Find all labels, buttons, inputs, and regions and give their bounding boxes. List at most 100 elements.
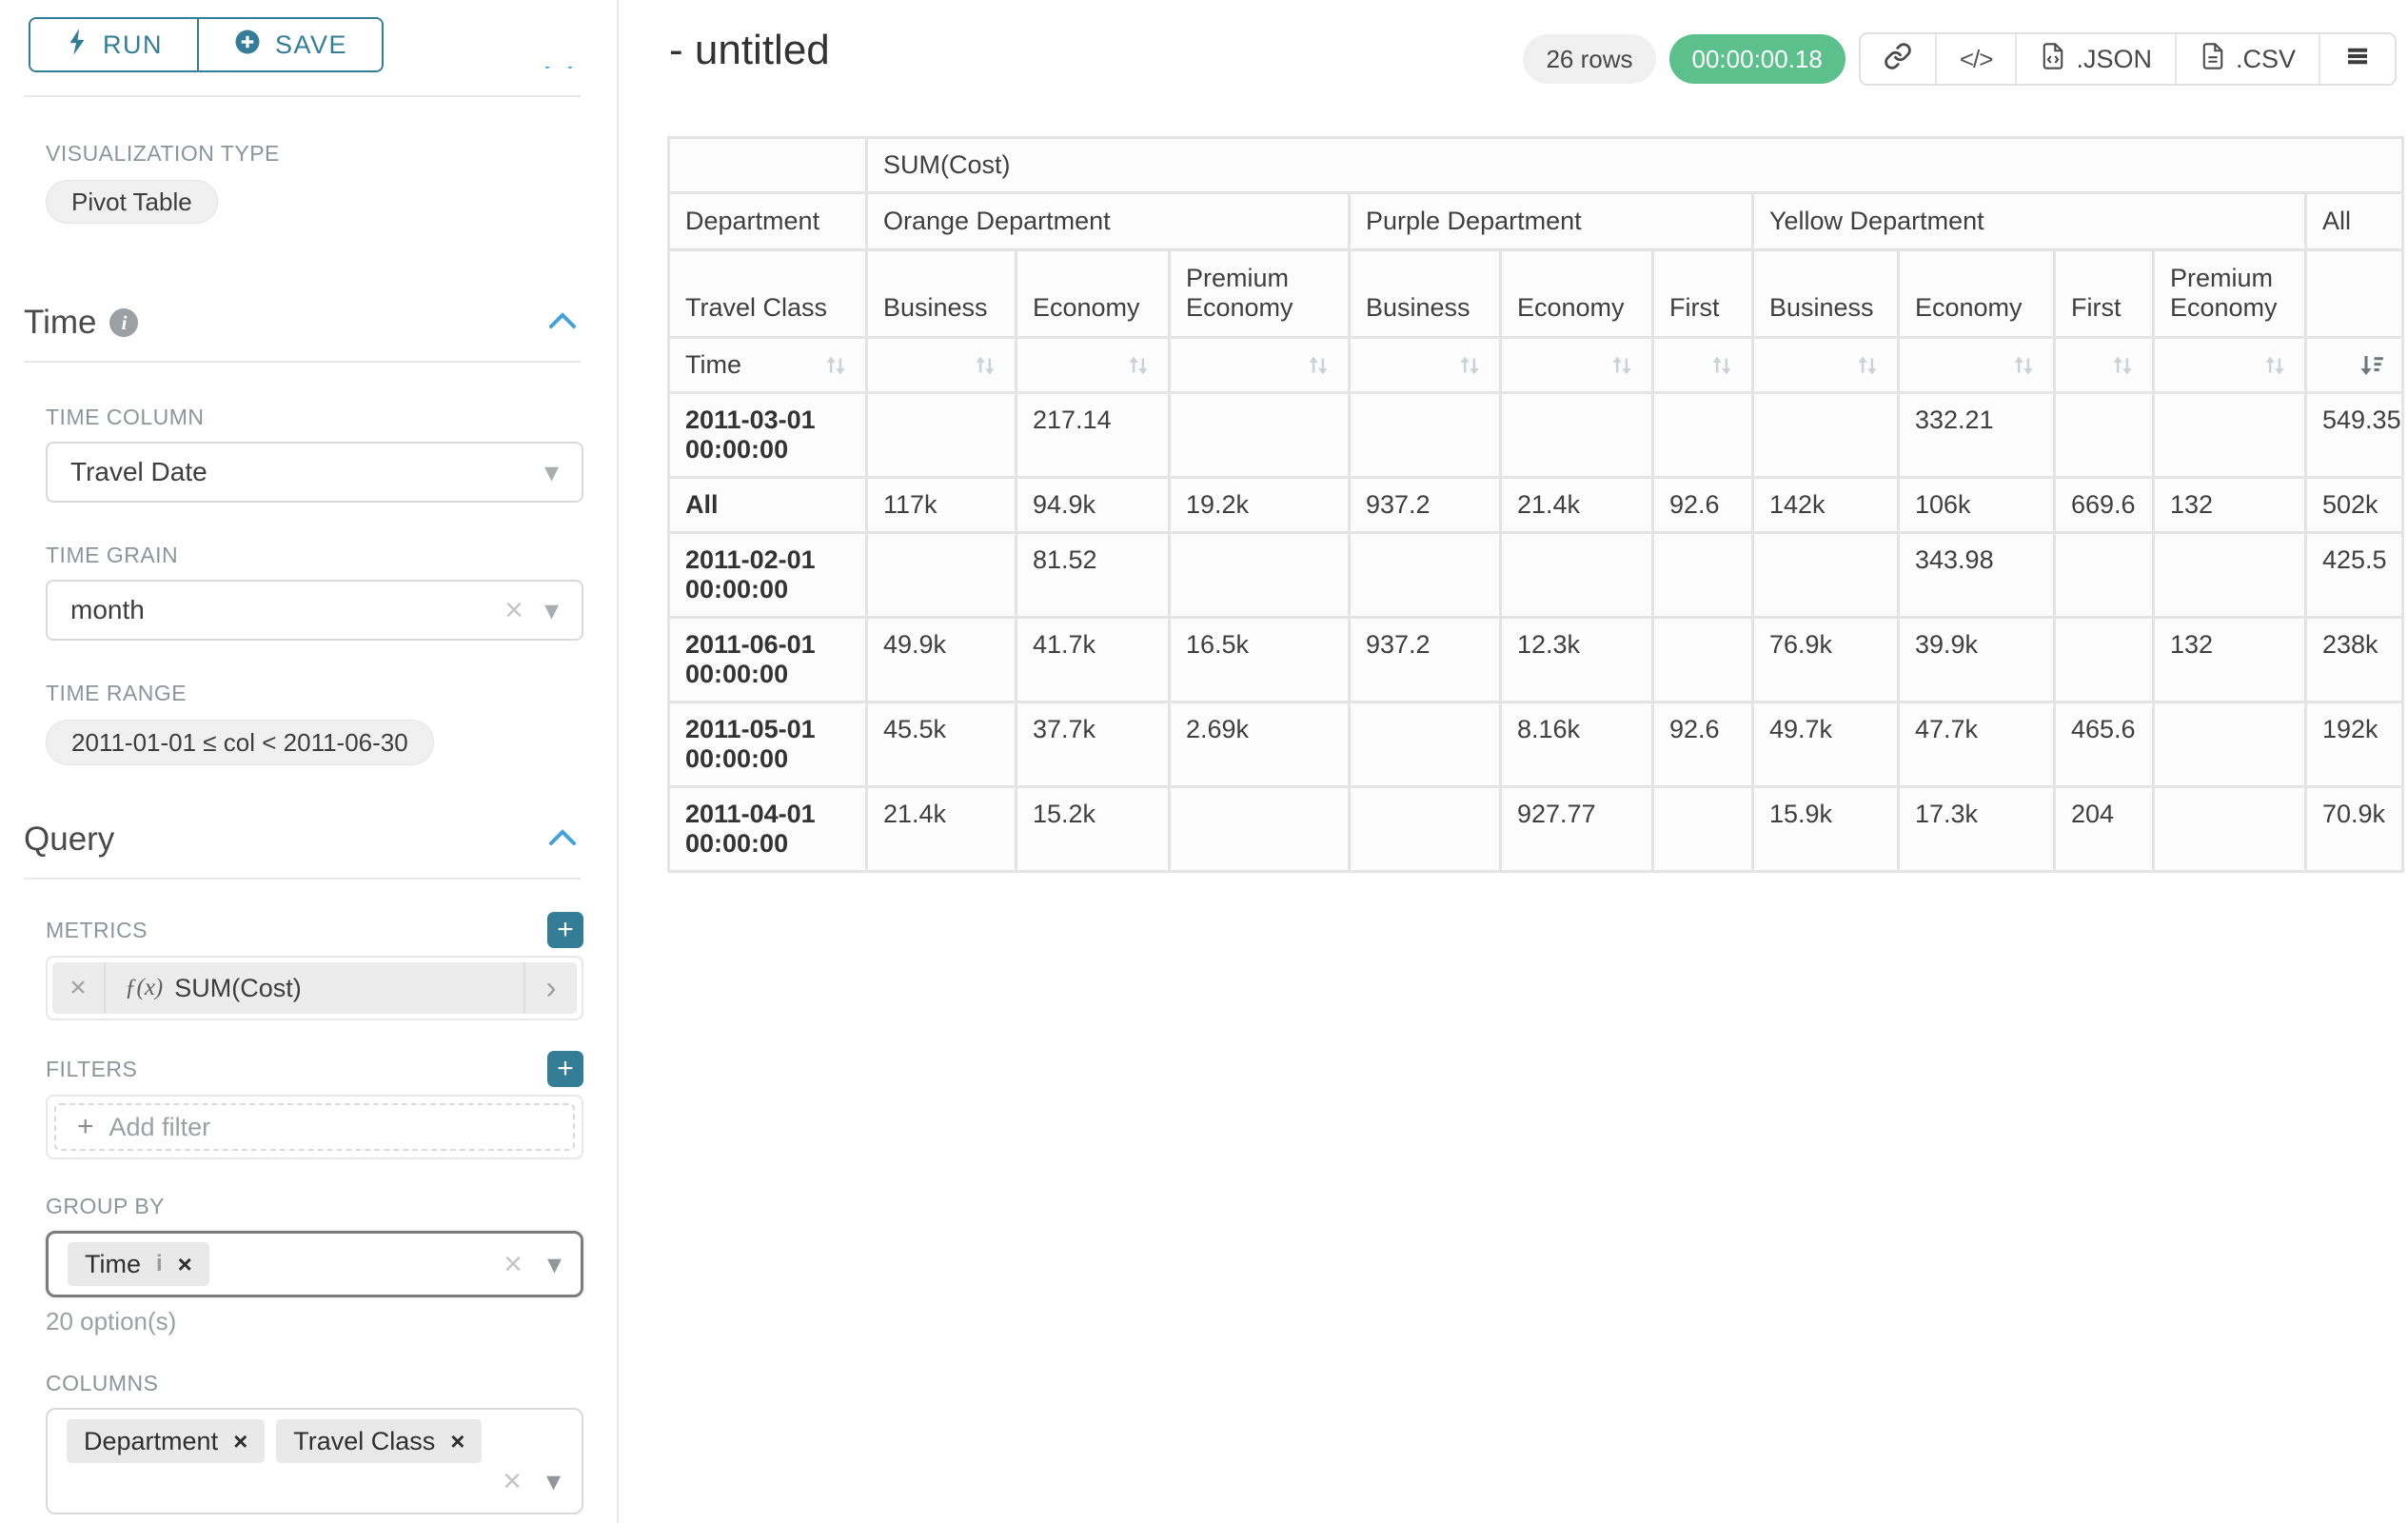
- value-cell-5-10: 70.9k: [2303, 785, 2405, 873]
- column-sort-cell-2[interactable]: [1168, 336, 1351, 394]
- chart-title: - untitled: [669, 27, 830, 73]
- sort-icon[interactable]: [1608, 351, 1636, 380]
- run-button-label: RUN: [103, 30, 163, 59]
- hamburger-menu-icon: [2343, 42, 2372, 77]
- group-by-options-count: 20 option(s): [46, 1307, 177, 1335]
- plus-circle-icon: [233, 28, 262, 63]
- columns-tag-travel-class[interactable]: Travel Class ×: [276, 1419, 483, 1463]
- sort-icon[interactable]: [1455, 351, 1484, 380]
- group-by-select[interactable]: Time i × × ▾: [46, 1231, 583, 1297]
- time-column-value: Travel Date: [70, 457, 207, 486]
- add-metric-button[interactable]: +: [547, 912, 583, 948]
- column-sort-cell-7[interactable]: [1897, 336, 2056, 394]
- column-sort-cell-6[interactable]: [1751, 336, 1900, 394]
- column-sort-cell-4[interactable]: [1499, 336, 1654, 394]
- menu-button[interactable]: [2319, 34, 2395, 84]
- export-csv-label: .CSV: [2235, 44, 2296, 73]
- value-cell-4-8: 465.6: [2053, 701, 2155, 788]
- clear-icon[interactable]: ×: [503, 1463, 522, 1499]
- sort-icon[interactable]: [1853, 351, 1882, 380]
- columns-label: COLUMNS: [46, 1371, 159, 1395]
- section-divider: [24, 361, 581, 363]
- remove-tag-icon[interactable]: ×: [233, 1426, 248, 1455]
- remove-tag-icon[interactable]: ×: [450, 1426, 465, 1455]
- value-cell-1-9: 132: [2152, 476, 2307, 534]
- value-cell-0-4: [1499, 391, 1654, 479]
- plus-icon: +: [77, 1111, 94, 1142]
- column-sort-cell-10[interactable]: [2303, 336, 2405, 394]
- sort-icon[interactable]: [821, 351, 850, 380]
- columns-tag-department[interactable]: Department ×: [67, 1419, 266, 1463]
- column-sort-cell-9[interactable]: [2152, 336, 2307, 394]
- query-section-collapse-chevron-icon[interactable]: [546, 826, 579, 854]
- row-label-0: 2011-03-01 00:00:00: [667, 391, 868, 479]
- value-cell-5-5: [1651, 785, 1754, 873]
- expand-metric-icon[interactable]: ›: [523, 962, 577, 1014]
- time-column-select[interactable]: Travel Date ▾: [46, 442, 583, 503]
- sort-icon[interactable]: [2108, 351, 2137, 380]
- chevron-down-icon[interactable]: ▾: [546, 1248, 562, 1280]
- sort-icon[interactable]: [1707, 351, 1736, 380]
- value-cell-0-7: 332.21: [1897, 391, 2056, 479]
- value-cell-2-8: [2053, 531, 2155, 619]
- info-icon: i: [156, 1251, 163, 1276]
- value-cell-5-6: 15.9k: [1751, 785, 1900, 873]
- time-section-collapse-chevron-icon[interactable]: [546, 309, 579, 337]
- value-cell-3-10: 238k: [2303, 616, 2405, 703]
- column-sort-cell-8[interactable]: [2053, 336, 2155, 394]
- sort-desc-icon[interactable]: [2358, 351, 2386, 380]
- remove-tag-icon[interactable]: ×: [177, 1249, 192, 1278]
- visualization-type-pill[interactable]: Pivot Table: [46, 180, 218, 224]
- columns-select[interactable]: Department × Travel Class × × ▾: [46, 1408, 583, 1514]
- bolt-icon: [65, 28, 89, 63]
- save-button-label: SAVE: [275, 30, 348, 59]
- value-cell-2-1: 81.52: [1015, 531, 1171, 619]
- add-filter-button[interactable]: +: [547, 1051, 583, 1087]
- column-sort-cell-0[interactable]: [865, 336, 1017, 394]
- share-link-button[interactable]: [1860, 34, 1935, 84]
- value-cell-4-5: 92.6: [1651, 701, 1754, 788]
- clear-icon[interactable]: ×: [504, 591, 523, 628]
- tag-label: Travel Class: [293, 1426, 436, 1455]
- add-filter-dropzone[interactable]: + Add filter: [54, 1103, 575, 1151]
- sort-icon[interactable]: [1124, 351, 1153, 380]
- sort-icon[interactable]: [2009, 351, 2038, 380]
- value-cell-5-2: [1168, 785, 1351, 873]
- export-json-button[interactable]: .JSON: [2015, 34, 2175, 84]
- row-dimension-sort-cell[interactable]: Time: [667, 336, 868, 394]
- sort-icon[interactable]: [971, 351, 999, 380]
- col-dimension-label: Travel Class: [667, 248, 868, 339]
- column-sort-cell-3[interactable]: [1348, 336, 1502, 394]
- save-button[interactable]: SAVE: [197, 19, 383, 70]
- value-cell-3-4: 12.3k: [1499, 616, 1654, 703]
- travel-class-header-2-2: First: [2053, 248, 2155, 339]
- column-sort-cell-1[interactable]: [1015, 336, 1171, 394]
- export-csv-button[interactable]: .CSV: [2174, 34, 2319, 84]
- run-button[interactable]: RUN: [30, 19, 197, 70]
- chevron-down-icon[interactable]: ▾: [545, 1466, 561, 1497]
- metric-pill[interactable]: × ƒ(x) SUM(Cost) ›: [52, 962, 577, 1014]
- value-cell-5-9: [2152, 785, 2307, 873]
- travel-class-header-2-0: Business: [1751, 248, 1900, 339]
- value-cell-1-5: 92.6: [1651, 476, 1754, 534]
- value-cell-3-9: 132: [2152, 616, 2307, 703]
- travel-class-header-0-2: Premium Economy: [1168, 248, 1351, 339]
- sort-icon[interactable]: [2260, 351, 2289, 380]
- time-range-label: TIME RANGE: [46, 681, 188, 705]
- remove-metric-icon[interactable]: ×: [52, 962, 106, 1014]
- export-button-group: </> .JSON: [1858, 32, 2397, 86]
- time-range-pill[interactable]: 2011-01-01 ≤ col < 2011-06-30: [46, 720, 434, 765]
- group-by-tag-time[interactable]: Time i ×: [68, 1242, 209, 1286]
- value-cell-5-7: 17.3k: [1897, 785, 2056, 873]
- time-section-title: Time: [24, 304, 97, 341]
- time-grain-select[interactable]: month × ▾: [46, 580, 583, 641]
- view-query-button[interactable]: </>: [1934, 34, 2016, 84]
- sort-icon[interactable]: [1304, 351, 1332, 380]
- value-cell-5-0: 21.4k: [865, 785, 1017, 873]
- column-sort-cell-5[interactable]: [1651, 336, 1754, 394]
- metric-header-cell: SUM(Cost): [864, 136, 2405, 194]
- clear-icon[interactable]: ×: [503, 1245, 523, 1282]
- tag-label: Department: [84, 1426, 219, 1455]
- value-cell-3-1: 41.7k: [1015, 616, 1171, 703]
